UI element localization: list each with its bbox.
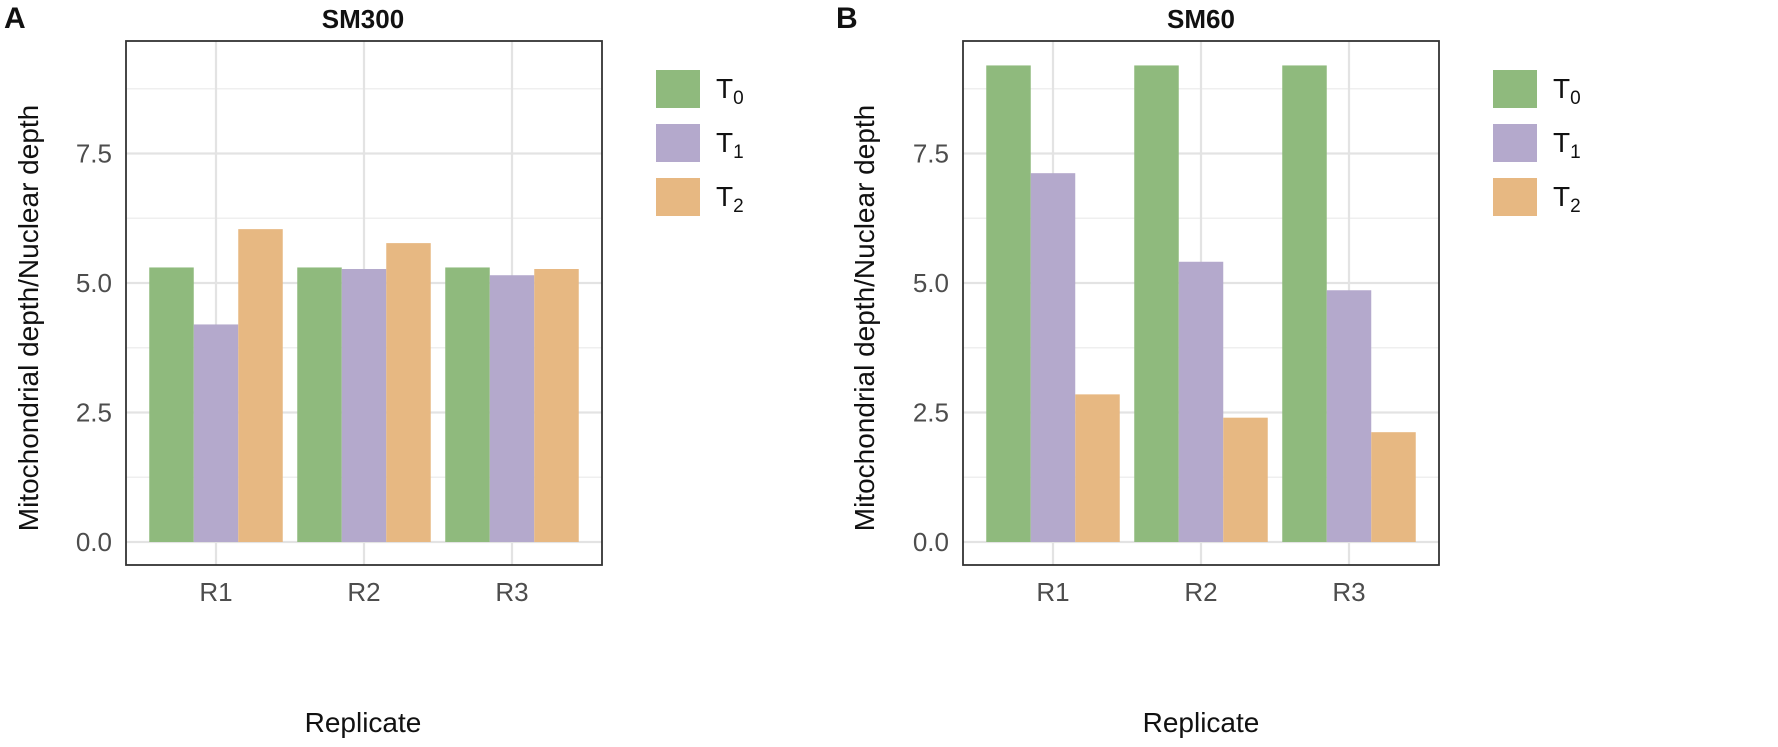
panel-label: B <box>836 2 858 35</box>
y-tick-labels: 0.0 2.5 5.0 7.5 <box>913 139 949 558</box>
legend-swatch-t2 <box>656 178 700 216</box>
y-tick-label: 5.0 <box>76 268 112 298</box>
y-axis-title: Mitochondrial depth/Nuclear depth <box>13 105 44 531</box>
bar-t2-r1 <box>1075 394 1120 542</box>
x-axis-title: Replicate <box>1143 707 1260 738</box>
x-tick-labels: R1 R2 R3 <box>1036 577 1365 607</box>
y-tick-labels: 0.0 2.5 5.0 7.5 <box>76 139 112 558</box>
panel-b: B SM60 Mitochondrial depth/Nuclear depth… <box>836 2 1581 738</box>
x-tick-label: R1 <box>199 577 232 607</box>
plot-frame <box>962 40 1440 566</box>
y-tick-label: 2.5 <box>76 398 112 428</box>
x-tick-label: R3 <box>495 577 528 607</box>
y-tick-label: 0.0 <box>913 527 949 557</box>
bar-t2-r1 <box>238 229 283 543</box>
y-tick-label: 2.5 <box>913 398 949 428</box>
y-tick-label: 5.0 <box>913 268 949 298</box>
y-tick-label: 0.0 <box>76 527 112 557</box>
bar-t2-r2 <box>1223 417 1268 542</box>
legend-label-t0: T0 <box>1553 73 1581 109</box>
bar-t0-r1 <box>986 65 1031 542</box>
plot-frame <box>125 40 603 566</box>
legend-label-t0: T0 <box>716 73 744 109</box>
x-tick-label: R1 <box>1036 577 1069 607</box>
legend-label-t2: T2 <box>1553 181 1581 217</box>
bars <box>149 229 579 543</box>
legend-swatch-t1 <box>656 124 700 162</box>
y-axis-title: Mitochondrial depth/Nuclear depth <box>849 105 880 531</box>
legend-swatch-t0 <box>1493 70 1537 108</box>
x-tick-label: R3 <box>1332 577 1365 607</box>
bar-t1-r1 <box>1030 173 1076 542</box>
bar-t0-r1 <box>149 267 194 542</box>
legend-swatch-t1 <box>1493 124 1537 162</box>
bar-t1-r1 <box>193 324 239 542</box>
x-tick-label: R2 <box>1184 577 1217 607</box>
legend-swatch-t2 <box>1493 178 1537 216</box>
bar-t0-r3 <box>1282 65 1327 542</box>
legend-label-t1: T1 <box>1553 127 1581 163</box>
y-tick-label: 7.5 <box>76 139 112 169</box>
bar-t0-r3 <box>445 267 490 542</box>
y-tick-label: 7.5 <box>913 139 949 169</box>
bar-t0-r2 <box>297 267 342 542</box>
bar-t2-r3 <box>534 269 579 542</box>
legend: T0 T1 T2 <box>656 70 744 217</box>
x-tick-labels: R1 R2 R3 <box>199 577 528 607</box>
chart-title: SM60 <box>1167 4 1235 34</box>
bar-t1-r3 <box>489 275 535 542</box>
bar-t1-r3 <box>1326 290 1372 542</box>
legend-label-t1: T1 <box>716 127 744 163</box>
legend-label-t2: T2 <box>716 181 744 217</box>
panel-label: A <box>4 2 26 35</box>
x-axis-title: Replicate <box>305 707 422 738</box>
bar-t1-r2 <box>1178 261 1224 542</box>
chart-title: SM300 <box>322 4 404 34</box>
panel-a: A SM300 Mitochondrial depth/Nuclear dept… <box>4 2 744 738</box>
bars <box>986 65 1416 542</box>
x-tick-label: R2 <box>347 577 380 607</box>
bar-t2-r2 <box>386 243 431 542</box>
bar-t1-r2 <box>341 269 387 542</box>
bar-t0-r2 <box>1134 65 1179 542</box>
bar-t2-r3 <box>1371 432 1416 542</box>
legend: T0 T1 T2 <box>1493 70 1581 217</box>
legend-swatch-t0 <box>656 70 700 108</box>
